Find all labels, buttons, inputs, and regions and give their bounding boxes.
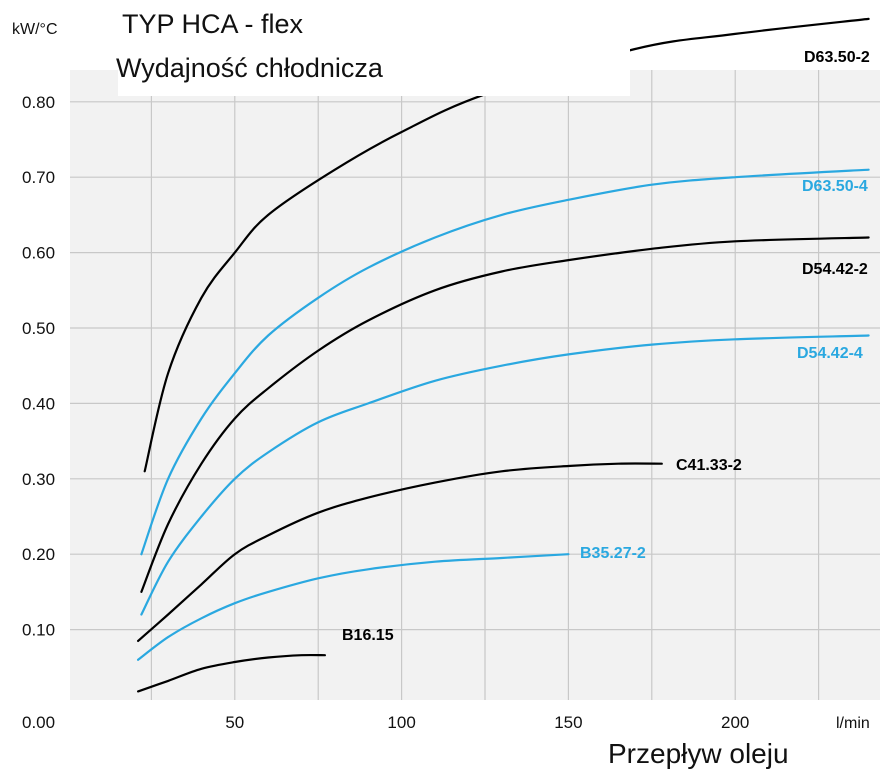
y-tick-label: 0.70	[22, 168, 55, 187]
series-label-b35-27-2: B35.27-2	[580, 545, 646, 562]
series-line-d54-42-2	[140, 236, 870, 593]
y-tick-label: 0.80	[22, 93, 55, 112]
x-tick-label: 100	[387, 713, 415, 732]
chart-title-line-1: TYP HCA - flex	[122, 9, 304, 39]
chart-title-line-2: Wydajność chłodnicza	[116, 53, 384, 83]
y-tick-label: 0.10	[22, 621, 55, 640]
x-axis: 0.00 50 100 150 200	[22, 713, 749, 732]
grid	[70, 70, 880, 700]
series-label-d63-50-4: D63.50-4	[802, 178, 868, 195]
series-line-b35-27-2	[137, 553, 570, 661]
x-tick-label: 200	[721, 713, 749, 732]
y-tick-label: 0.40	[22, 394, 55, 413]
y-tick-label: 0.50	[22, 319, 55, 338]
series-line-d63-50-2	[143, 17, 870, 473]
plot-background	[70, 70, 880, 700]
x-axis-title: Przepływ oleju	[608, 738, 789, 769]
series-label-d54-42-4: D54.42-4	[797, 345, 863, 362]
series-label-d63-50-2: D63.50-2	[804, 49, 870, 66]
y-tick-label: 0.60	[22, 244, 55, 263]
series-label-b16-15: B16.15	[342, 627, 394, 644]
series-line-d63-50-4	[140, 168, 870, 556]
series-label-c41-33-2: C41.33-2	[676, 457, 742, 474]
x-axis-unit: l/min	[836, 715, 870, 732]
y-axis: 0.10 0.20 0.30 0.40 0.50 0.60 0.70 0.80	[22, 93, 55, 640]
series-line-b16-15	[137, 653, 326, 693]
y-tick-label: 0.30	[22, 470, 55, 489]
series-labels: D63.50-2 D63.50-4 D54.42-2 D54.42-4 C41.33-2…	[342, 49, 870, 644]
series-line-c41-33-2	[137, 462, 663, 642]
title-background	[118, 0, 630, 96]
series-label-d54-42-2: D54.42-2	[802, 261, 868, 278]
x-tick-label: 50	[225, 713, 244, 732]
x-tick-label: 0.00	[22, 713, 55, 732]
x-tick-label: 150	[554, 713, 582, 732]
series-layer	[137, 17, 870, 693]
y-tick-label: 0.20	[22, 545, 55, 564]
series-line-d54-42-4	[140, 334, 870, 616]
y-axis-unit: kW/°C	[12, 21, 58, 38]
